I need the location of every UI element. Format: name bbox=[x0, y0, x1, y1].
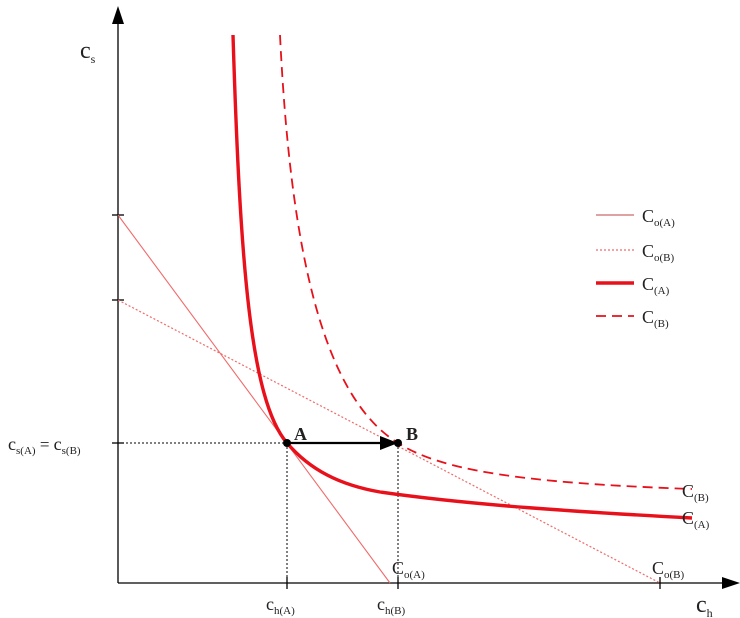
legend-item-CoA: Co(A) bbox=[596, 206, 675, 229]
label-CoB: Co(B) bbox=[652, 558, 685, 581]
legend-item-CB: C(B) bbox=[596, 307, 669, 330]
x-axis-arrowhead bbox=[722, 577, 740, 589]
arrow-A-to-B-head bbox=[380, 436, 398, 450]
label-CoA: Co(A) bbox=[392, 558, 425, 581]
label-CA: C(A) bbox=[682, 508, 710, 531]
legend-label-CB: C(B) bbox=[642, 307, 669, 330]
y-tick-label-cs: cs(A) = cs(B) bbox=[8, 434, 81, 457]
axes bbox=[112, 6, 740, 589]
point-B bbox=[394, 439, 402, 447]
curve-CB bbox=[279, 34, 693, 490]
point-A bbox=[283, 439, 291, 447]
x-axis-title: ch bbox=[696, 592, 713, 618]
legend-label-CA: C(A) bbox=[642, 274, 670, 297]
curve-CA bbox=[231, 34, 693, 520]
point-B-label: B bbox=[406, 424, 418, 444]
legend: Co(A) Co(B) C(A) C(B) bbox=[596, 206, 675, 330]
point-A-label: A bbox=[294, 424, 307, 444]
legend-item-CoB: Co(B) bbox=[596, 241, 675, 264]
y-axis-arrowhead bbox=[112, 6, 124, 24]
x-tick-label-chB: ch(B) bbox=[377, 594, 406, 617]
x-tick-label-chA: ch(A) bbox=[266, 594, 295, 617]
label-CB: C(B) bbox=[682, 481, 709, 504]
legend-item-CA: C(A) bbox=[596, 274, 670, 297]
legend-label-CoA: Co(A) bbox=[642, 206, 675, 229]
legend-label-CoB: Co(B) bbox=[642, 241, 675, 264]
y-axis-title: cs bbox=[80, 38, 96, 66]
budget-line-CoA bbox=[117, 214, 391, 584]
